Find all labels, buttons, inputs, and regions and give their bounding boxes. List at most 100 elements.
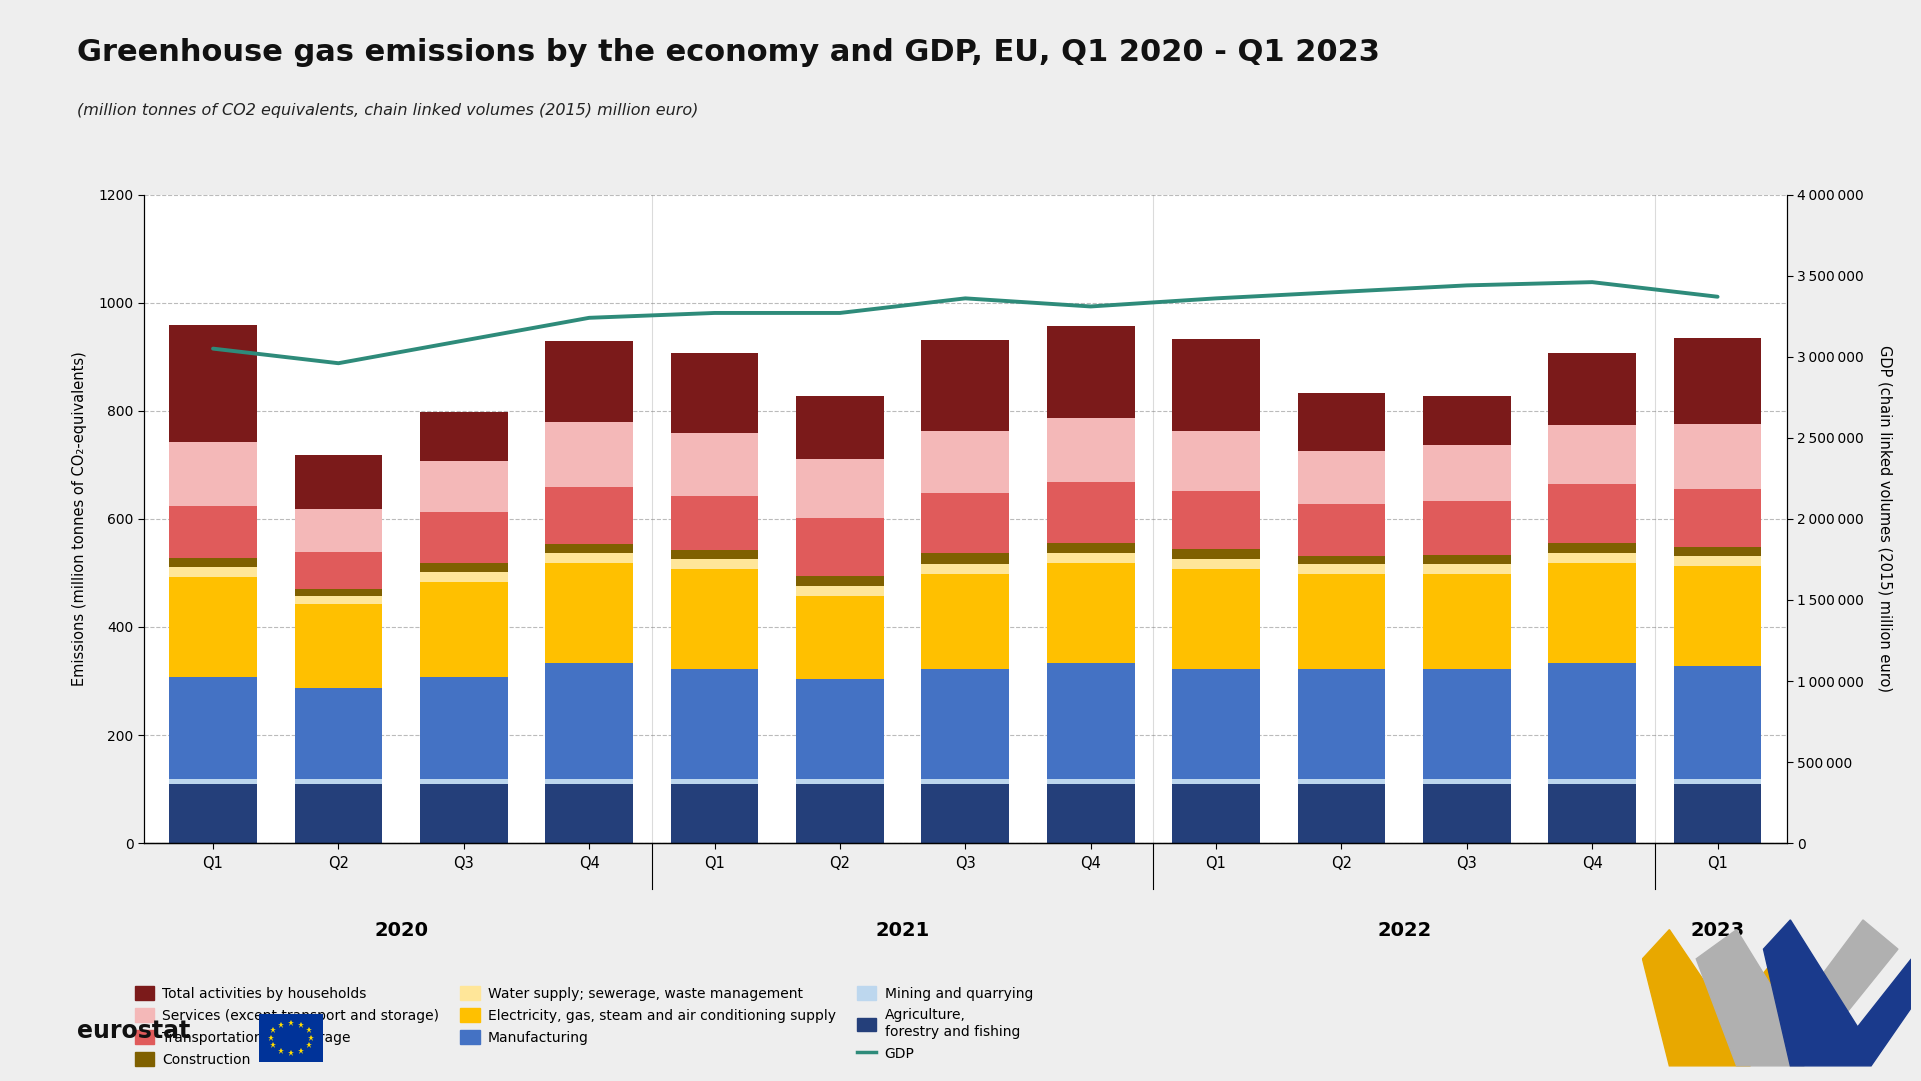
Bar: [294, 596, 382, 603]
Bar: [670, 433, 759, 495]
Bar: [169, 325, 257, 442]
Bar: [1673, 779, 1762, 784]
Bar: [1673, 424, 1762, 489]
Bar: [1172, 549, 1260, 559]
Bar: [1548, 484, 1637, 543]
Bar: [1297, 392, 1385, 452]
Text: 2021: 2021: [876, 921, 930, 940]
Bar: [670, 549, 759, 559]
Bar: [1297, 556, 1385, 564]
Text: Greenhouse gas emissions by the economy and GDP, EU, Q1 2020 - Q1 2023: Greenhouse gas emissions by the economy …: [77, 38, 1379, 67]
Bar: [795, 576, 884, 586]
Bar: [1673, 566, 1762, 666]
Text: 2022: 2022: [1377, 921, 1431, 940]
Bar: [1047, 784, 1135, 843]
Bar: [1297, 564, 1385, 574]
Bar: [421, 573, 507, 582]
Legend: Total activities by households, Services (except transport and storage), Transpo: Total activities by households, Services…: [134, 986, 1033, 1067]
Bar: [546, 784, 634, 843]
Bar: [421, 582, 507, 677]
Bar: [922, 493, 1009, 553]
Bar: [1423, 784, 1510, 843]
Bar: [1673, 547, 1762, 557]
Bar: [1297, 779, 1385, 784]
Bar: [1172, 668, 1260, 779]
Bar: [922, 784, 1009, 843]
Bar: [169, 566, 257, 577]
Bar: [1548, 563, 1637, 663]
Bar: [670, 784, 759, 843]
Text: eurostat: eurostat: [77, 1019, 190, 1043]
Text: 2020: 2020: [375, 921, 428, 940]
Bar: [169, 784, 257, 843]
Bar: [169, 506, 257, 558]
Bar: [1548, 425, 1637, 484]
Bar: [1673, 556, 1762, 566]
Bar: [1047, 553, 1135, 563]
Bar: [795, 596, 884, 680]
Bar: [1423, 555, 1510, 564]
Bar: [795, 784, 884, 843]
Bar: [294, 603, 382, 688]
Bar: [1423, 779, 1510, 784]
Bar: [294, 784, 382, 843]
Bar: [294, 454, 382, 509]
Bar: [421, 461, 507, 511]
Bar: [1423, 396, 1510, 445]
Bar: [922, 779, 1009, 784]
Bar: [795, 779, 884, 784]
Bar: [1172, 779, 1260, 784]
Bar: [294, 588, 382, 596]
Bar: [169, 441, 257, 506]
Bar: [1047, 418, 1135, 482]
Bar: [922, 430, 1009, 493]
Bar: [670, 495, 759, 549]
Bar: [546, 563, 634, 663]
Bar: [1047, 326, 1135, 418]
Bar: [169, 779, 257, 784]
Bar: [1548, 553, 1637, 563]
Bar: [546, 663, 634, 779]
Bar: [922, 564, 1009, 574]
Bar: [795, 459, 884, 518]
Bar: [1548, 784, 1637, 843]
Text: (million tonnes of CO2 equivalents, chain linked volumes (2015) million euro): (million tonnes of CO2 equivalents, chai…: [77, 103, 697, 118]
Bar: [670, 569, 759, 668]
Bar: [294, 688, 382, 779]
Bar: [1423, 501, 1510, 555]
Bar: [294, 509, 382, 551]
Y-axis label: GDP (chain linked volumes (2015) million euro): GDP (chain linked volumes (2015) million…: [1877, 346, 1892, 692]
Bar: [546, 779, 634, 784]
Y-axis label: Emissions (million tonnes of CO₂-equivalents): Emissions (million tonnes of CO₂-equival…: [73, 351, 88, 686]
Bar: [1673, 666, 1762, 779]
Bar: [1297, 668, 1385, 779]
Bar: [1673, 489, 1762, 547]
Bar: [1423, 574, 1510, 668]
Bar: [169, 558, 257, 566]
Bar: [670, 559, 759, 569]
Bar: [1297, 504, 1385, 556]
Bar: [421, 779, 507, 784]
Bar: [922, 574, 1009, 668]
Bar: [1172, 491, 1260, 549]
Bar: [169, 577, 257, 677]
Bar: [1548, 779, 1637, 784]
Bar: [1548, 353, 1637, 425]
Bar: [169, 677, 257, 779]
Bar: [421, 563, 507, 573]
Bar: [1297, 574, 1385, 668]
Bar: [546, 486, 634, 544]
Bar: [1047, 663, 1135, 779]
Bar: [795, 680, 884, 779]
Bar: [1423, 668, 1510, 779]
Bar: [670, 779, 759, 784]
Bar: [294, 551, 382, 588]
Bar: [421, 412, 507, 461]
Bar: [1047, 482, 1135, 543]
Bar: [670, 668, 759, 779]
Bar: [546, 544, 634, 553]
Bar: [1172, 339, 1260, 431]
Bar: [1172, 559, 1260, 569]
Bar: [922, 553, 1009, 564]
Bar: [1423, 564, 1510, 574]
